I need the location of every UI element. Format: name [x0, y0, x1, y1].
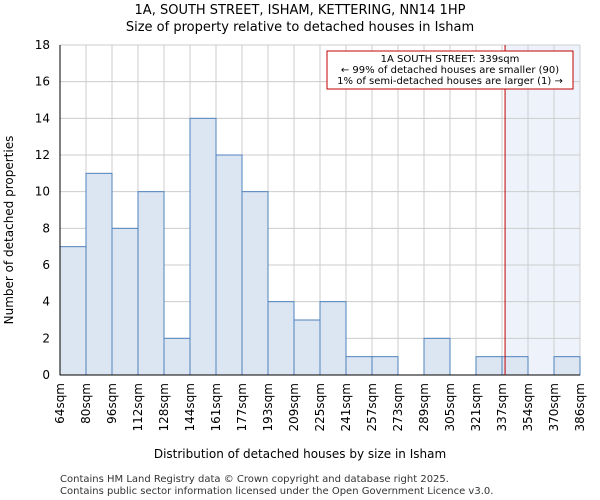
bar-112sqm [137, 191, 165, 376]
y-tick-label: 8 [42, 221, 50, 235]
x-tick-label: 161sqm [209, 383, 223, 431]
x-tick-label: 64sqm [53, 383, 67, 424]
footer-line1: Contains HM Land Registry data © Crown c… [60, 474, 449, 485]
bar-321sqm [475, 356, 503, 376]
bar-241sqm [345, 356, 373, 376]
bar-64sqm [59, 246, 87, 376]
x-tick-label: 257sqm [365, 383, 379, 431]
bar-193sqm [267, 301, 295, 376]
y-tick-label: 4 [42, 295, 50, 309]
bar-161sqm [215, 154, 243, 376]
bar-144sqm [189, 117, 217, 376]
highlight-region [505, 45, 580, 375]
x-tick-label: 370sqm [547, 383, 561, 431]
bar-225sqm [319, 301, 347, 376]
bar-128sqm [163, 337, 191, 376]
annotation-line3: 1% of semi-detached houses are larger (1… [337, 76, 563, 87]
x-tick-label: 144sqm [183, 383, 197, 431]
y-tick-label: 2 [42, 331, 50, 345]
x-tick-label: 273sqm [391, 383, 405, 431]
bar-289sqm [423, 337, 451, 376]
x-tick-label: 386sqm [573, 383, 587, 431]
bar-177sqm [241, 191, 269, 376]
x-axis-label: Distribution of detached houses by size … [154, 447, 446, 461]
y-tick-label: 6 [42, 258, 50, 272]
chart-title-line1: 1A, SOUTH STREET, ISHAM, KETTERING, NN14… [135, 3, 466, 18]
x-tick-label: 241sqm [339, 383, 353, 431]
annotation-line2: ← 99% of detached houses are smaller (90… [341, 65, 559, 76]
bar-337sqm [501, 356, 529, 376]
footer-line2: Contains public sector information licen… [60, 486, 493, 497]
x-tick-label: 337sqm [495, 383, 509, 431]
bar-96sqm [111, 227, 139, 376]
chart-title-line2: Size of property relative to detached ho… [126, 20, 474, 35]
y-tick-label: 14 [35, 111, 50, 125]
y-tick-label: 10 [35, 185, 50, 199]
bar-257sqm [371, 356, 399, 376]
plot-area: 0 2 4 6 8 10 12 14 16 18 64sqm 80sqm 96sqm 112sqm 128s… [35, 38, 587, 431]
annotation-box [326, 50, 574, 90]
x-tick-label: 209sqm [287, 383, 301, 431]
bar-80sqm [85, 172, 113, 376]
x-tick-label: 354sqm [521, 383, 535, 431]
x-tick-label: 289sqm [417, 383, 431, 431]
x-tick-label: 193sqm [261, 383, 275, 431]
x-tick-label: 96sqm [105, 383, 119, 424]
annotation-line1: 1A SOUTH STREET: 339sqm [381, 54, 520, 65]
bar-370sqm [553, 356, 581, 376]
x-tick-label: 177sqm [235, 383, 249, 431]
x-tick-label: 321sqm [469, 383, 483, 431]
x-tick-label: 80sqm [79, 383, 93, 424]
y-tick-label: 16 [35, 75, 50, 89]
y-tick-label: 18 [35, 38, 50, 52]
x-tick-label: 305sqm [443, 383, 457, 431]
y-tick-label: 12 [35, 148, 50, 162]
x-tick-label: 225sqm [313, 383, 327, 431]
bar-209sqm [293, 319, 321, 376]
x-tick-label: 112sqm [131, 383, 145, 431]
x-tick-label: 128sqm [157, 383, 171, 431]
y-axis-label: Number of detached properties [2, 136, 16, 325]
y-tick-label: 0 [42, 368, 50, 382]
